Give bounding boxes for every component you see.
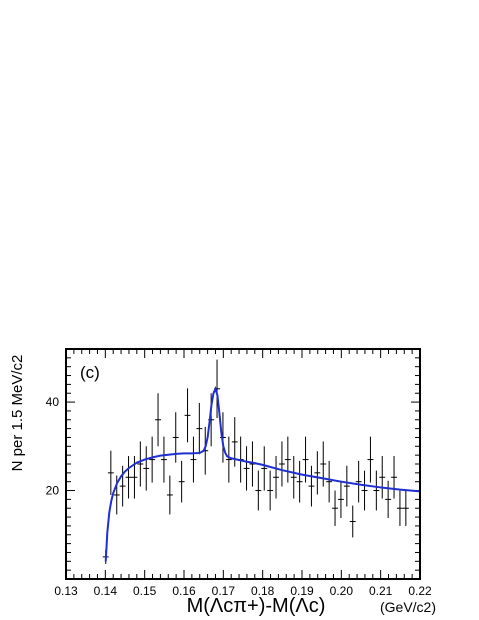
data-point [385, 480, 392, 518]
data-point [119, 465, 126, 507]
data-point [190, 436, 197, 483]
x-tick-label: 0.21 [369, 584, 393, 598]
plot-frame [65, 348, 421, 580]
data-point [137, 441, 144, 487]
data-point [396, 490, 403, 526]
panel-label: (c) [80, 363, 100, 382]
data-point [125, 456, 132, 499]
y-tick-label: 40 [46, 395, 60, 409]
error-bars [102, 359, 409, 564]
data-point [314, 451, 321, 495]
tick-marks [65, 349, 421, 579]
x-tick-label: 0.14 [94, 584, 118, 598]
data-point [261, 446, 268, 491]
x-tick-label: 0.15 [133, 584, 157, 598]
data-point [178, 460, 185, 503]
data-point [166, 475, 173, 515]
data-point [332, 490, 338, 526]
data-point [402, 490, 409, 526]
data-point [255, 470, 262, 511]
fit-curve [104, 385, 421, 562]
data-point [308, 465, 315, 507]
data-point [349, 505, 356, 538]
data-point [343, 465, 350, 507]
data-point [225, 436, 232, 483]
data-point [196, 402, 203, 455]
data-point [107, 450, 114, 495]
data-point [273, 456, 279, 499]
x-tick-label: 0.22 [408, 584, 432, 598]
x-tick-label: 0.18 [251, 584, 275, 598]
x-tick-label: 0.19 [290, 584, 314, 598]
x-tick-label: 0.17 [212, 584, 236, 598]
y-tick-label: 20 [46, 484, 60, 498]
y-axis-title: N per 1.5 MeV/c2 [9, 355, 26, 472]
data-point [267, 470, 274, 511]
data-point [367, 436, 374, 483]
x-tick-label: 0.13 [54, 584, 78, 598]
data-point [160, 436, 167, 483]
data-point [379, 456, 386, 499]
data-point [296, 460, 303, 503]
data-point [355, 460, 362, 503]
data-point [373, 470, 380, 511]
x-tick-label: 0.20 [330, 584, 354, 598]
data-point [326, 460, 333, 503]
data-point [155, 393, 161, 447]
data-point [290, 456, 297, 499]
x-axis-unit: (GeV/c2) [380, 599, 436, 615]
data-point [391, 456, 397, 499]
data-point [184, 388, 191, 443]
data-point [143, 446, 150, 491]
data-point [337, 480, 344, 518]
data-point [284, 436, 291, 483]
data-point [278, 441, 285, 487]
data-point [149, 436, 156, 483]
x-axis-title: M(Λcπ+)-M(Λc) [187, 595, 326, 617]
x-tick-labels: 0.13 0.14 0.15 0.16 0.17 0.18 0.19 0.20 0.21 0.22 [54, 584, 432, 598]
data-point [361, 470, 368, 511]
data-point [243, 446, 250, 491]
x-tick-label: 0.16 [172, 584, 196, 598]
